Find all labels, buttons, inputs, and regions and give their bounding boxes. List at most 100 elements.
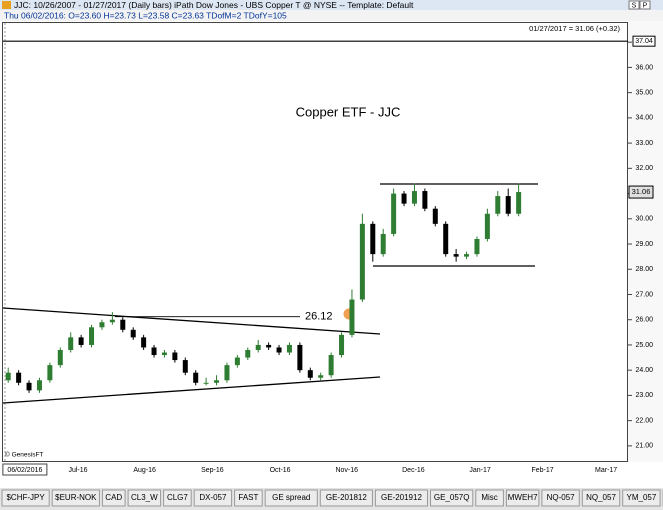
- candle-body: [453, 254, 459, 257]
- candle-body: [109, 319, 115, 323]
- tab[interactable]: [264, 489, 318, 507]
- button-label[interactable]: S: [632, 2, 637, 9]
- x-tick-label: Dec-16: [402, 467, 425, 474]
- tab[interactable]: [319, 489, 373, 507]
- tab-label[interactable]: GE spread: [272, 493, 310, 502]
- tab-label[interactable]: $CHF-JPY: [6, 493, 45, 502]
- candle-body: [286, 344, 292, 353]
- tab[interactable]: [101, 489, 126, 507]
- date-box: [2, 463, 48, 476]
- last-price-box: [628, 185, 654, 199]
- tab-label[interactable]: CAD: [105, 493, 122, 502]
- tab-label[interactable]: GE-201812: [326, 493, 367, 502]
- tab[interactable]: [127, 489, 162, 507]
- tab[interactable]: [581, 489, 621, 507]
- trend-line: [2, 307, 381, 335]
- x-tick-label: Jan-17: [469, 467, 491, 474]
- candle-body: [370, 223, 376, 255]
- button[interactable]: [639, 0, 651, 10]
- candle-body: [172, 352, 178, 361]
- tab[interactable]: [430, 489, 474, 507]
- candle-body: [474, 238, 480, 255]
- bar-info: Thu 06/02/2016: O=23.60 H=23.73 L=23.58 …: [4, 10, 287, 20]
- tab[interactable]: [622, 489, 661, 507]
- tab-label[interactable]: MWEH7: [508, 493, 538, 502]
- info-bar: [0, 10, 663, 21]
- tab[interactable]: [541, 489, 580, 507]
- candle-body: [5, 372, 11, 381]
- candle-body: [318, 375, 324, 378]
- chart-bg: [0, 21, 663, 466]
- candle-body: [328, 355, 334, 376]
- candle-body: [57, 349, 63, 366]
- tab-label[interactable]: YM_057: [627, 493, 657, 502]
- candle-body: [78, 337, 84, 345]
- candle-body: [443, 223, 449, 255]
- tab[interactable]: [51, 489, 100, 507]
- button[interactable]: [628, 0, 640, 10]
- x-tick-label: Aug-16: [133, 467, 156, 474]
- y-tick-label: 25.00: [635, 342, 653, 349]
- candle-body: [391, 193, 397, 234]
- tab[interactable]: [193, 489, 233, 507]
- candle-body: [297, 344, 303, 371]
- price-axis: [628, 21, 663, 466]
- x-tick-label: Mar-17: [595, 467, 617, 474]
- candle-body: [411, 191, 417, 204]
- candle-body: [99, 322, 105, 328]
- tab[interactable]: [234, 489, 263, 507]
- candle-body: [193, 372, 199, 383]
- y-tick-label: 36.00: [635, 64, 653, 71]
- tab-label[interactable]: NQ-057: [547, 493, 576, 502]
- candle-body: [89, 327, 95, 345]
- tab-label[interactable]: NQ_057: [586, 493, 616, 502]
- candle-body: [516, 192, 522, 214]
- candle-body: [16, 372, 22, 383]
- tab-label[interactable]: GE_057Q: [434, 493, 470, 502]
- button-label[interactable]: P: [643, 2, 648, 9]
- x-tick-label: Jul-16: [68, 467, 87, 474]
- tab-label[interactable]: CLG7: [167, 493, 188, 502]
- window-title: JJC: 10/26/2007 - 01/27/2017 (Daily bars…: [14, 0, 414, 10]
- y-tick-label: 26.00: [635, 317, 653, 324]
- last-price-label: 31.06: [632, 187, 651, 196]
- x-tick-label: 06/02/2016: [7, 467, 42, 474]
- candle-body: [307, 370, 313, 378]
- candle-body: [234, 357, 240, 366]
- tab-label[interactable]: DX-057: [199, 493, 227, 502]
- tab[interactable]: [1, 489, 50, 507]
- candle-body: [464, 254, 470, 257]
- y-tick-label: 33.00: [635, 140, 653, 147]
- tab-label[interactable]: $EUR-NOK: [55, 493, 97, 502]
- app-icon: [2, 1, 11, 9]
- candle-body: [47, 365, 53, 381]
- candle-body: [203, 382, 209, 384]
- tab[interactable]: [475, 489, 504, 507]
- tab[interactable]: [374, 489, 428, 507]
- tab[interactable]: [163, 489, 192, 507]
- candle-body: [422, 191, 428, 209]
- y-tick-label: 21.00: [635, 443, 653, 450]
- candle-body: [26, 382, 32, 391]
- candle-body: [120, 319, 126, 330]
- last-quote: 01/27/2017 = 31.06 (+0.32): [529, 24, 620, 33]
- candle-body: [505, 196, 511, 214]
- tab[interactable]: [505, 489, 540, 507]
- level-label: 37.04: [635, 38, 653, 45]
- candle-body: [141, 337, 147, 348]
- level-box: [632, 35, 656, 47]
- tab-label[interactable]: FAST: [238, 493, 258, 502]
- trend-line: [2, 376, 381, 404]
- tab-label[interactable]: Misc: [481, 493, 497, 502]
- candle-body: [401, 193, 407, 204]
- candle-body: [161, 352, 167, 356]
- candle-body: [130, 329, 136, 338]
- y-tick-label: 22.00: [635, 417, 653, 424]
- tab-label[interactable]: GE-201912: [381, 493, 422, 502]
- tab-label[interactable]: CL3_W: [131, 493, 158, 502]
- candle-body: [245, 349, 251, 358]
- candle-body: [151, 347, 157, 356]
- title-bar: [0, 0, 663, 10]
- copyright: © GenesisFT: [5, 451, 43, 459]
